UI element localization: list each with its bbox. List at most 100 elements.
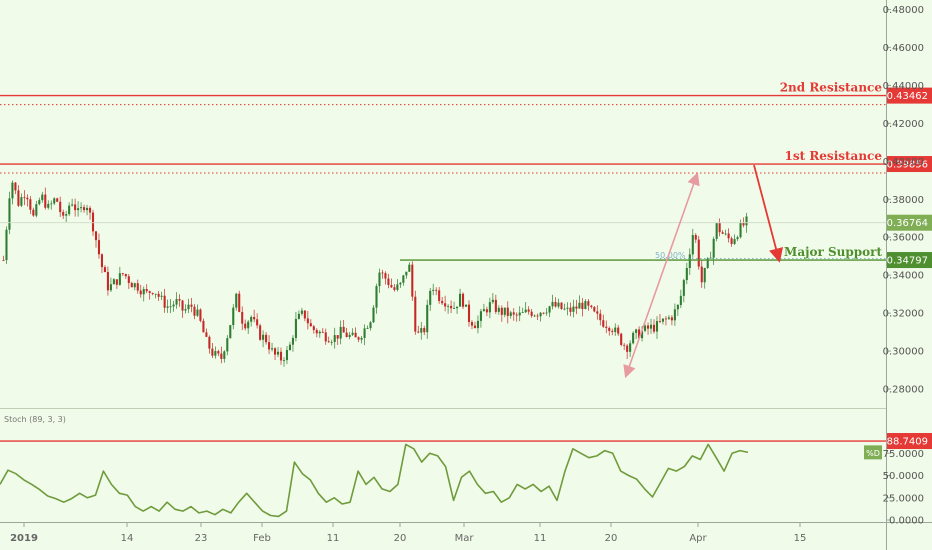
candle-body xyxy=(348,334,351,338)
candle-body xyxy=(211,348,214,356)
candle-body xyxy=(247,321,250,329)
candle-body xyxy=(232,307,235,326)
candle-body xyxy=(464,304,468,307)
candle-body xyxy=(121,273,124,275)
candle-body xyxy=(238,293,241,312)
candle-body xyxy=(136,283,139,291)
candle-body xyxy=(611,330,614,332)
candle-body xyxy=(518,312,521,316)
arrows xyxy=(623,164,784,379)
candle-body xyxy=(41,194,44,201)
candle-body xyxy=(288,344,292,351)
candle-body xyxy=(509,312,512,316)
candle-body xyxy=(282,360,286,361)
main-pane[interactable] xyxy=(0,0,886,408)
candle-body xyxy=(23,197,26,199)
candle-body xyxy=(569,307,572,312)
fib-label: 50.00% xyxy=(655,251,686,260)
candle-body xyxy=(396,284,399,290)
stoch-tick-label: 25.0000 xyxy=(883,493,924,504)
candle-body xyxy=(399,282,402,285)
candle-body xyxy=(378,272,381,287)
candle-body xyxy=(539,312,542,317)
candle-body xyxy=(357,337,360,340)
candle-body xyxy=(405,271,408,276)
candle-body xyxy=(736,237,739,240)
stochastic-pane[interactable] xyxy=(0,409,886,522)
price-axis[interactable]: 0.48000 0.46000 0.44000 0.42000 0.40000 0.380… xyxy=(883,5,924,396)
candle-body xyxy=(360,337,363,340)
candle-body xyxy=(506,307,509,316)
candle-body xyxy=(485,309,488,313)
price-tick-label: 0.28000 xyxy=(883,385,924,396)
level-value-text: 0.39856 xyxy=(887,160,928,171)
candle-body xyxy=(32,209,35,216)
candle-body xyxy=(596,311,599,314)
candle-body xyxy=(372,307,375,323)
candle-body xyxy=(694,235,697,240)
candle-body xyxy=(626,345,629,352)
candle-body xyxy=(363,328,366,338)
level-lines: 2nd Resistance 0.43462 1st Resistance 0.398… xyxy=(0,81,932,269)
candle-body xyxy=(154,293,157,295)
candle-body xyxy=(649,324,653,329)
candle-body xyxy=(438,290,441,301)
candle-body xyxy=(447,305,450,307)
candle-body xyxy=(223,351,226,359)
candle-body xyxy=(578,302,581,309)
candle-body xyxy=(533,315,536,317)
candle-body xyxy=(297,313,300,319)
candle-body xyxy=(229,325,232,339)
last-price-text: 0.36764 xyxy=(887,218,928,229)
candle-body xyxy=(285,350,289,361)
candle-body xyxy=(124,274,127,277)
candle-body xyxy=(190,304,193,307)
time-tick-label: 15 xyxy=(794,533,807,544)
candle-body xyxy=(602,320,605,327)
candle-body xyxy=(339,326,342,339)
candle-body xyxy=(566,307,569,309)
candle-body xyxy=(494,299,497,312)
candle-body xyxy=(354,332,357,338)
candle-body xyxy=(387,278,390,286)
candle-body xyxy=(217,351,220,354)
candle-body xyxy=(673,309,676,321)
candle-body xyxy=(205,332,208,337)
candle-body xyxy=(524,309,527,313)
candle-body xyxy=(497,307,500,312)
time-axis[interactable]: 2019 14 23 Feb 11 20 Mar 11 20 Apr 15 xyxy=(10,522,806,544)
candle-body xyxy=(426,304,429,333)
candle-body xyxy=(294,318,297,338)
candle-body xyxy=(453,308,456,309)
level-value-tag xyxy=(887,156,932,173)
candle-body xyxy=(745,216,748,226)
candle-body xyxy=(199,309,202,321)
time-tick-label: Feb xyxy=(253,533,271,544)
candle-body xyxy=(456,306,459,309)
price-tick-label: 0.40000 xyxy=(883,157,924,168)
candle-body xyxy=(145,289,148,292)
time-tick-label: 20 xyxy=(605,533,618,544)
candle-body xyxy=(661,318,665,322)
time-tick-label: Apr xyxy=(689,533,707,544)
candle-body xyxy=(435,289,438,291)
candle-body xyxy=(59,201,62,213)
candle-body xyxy=(384,273,387,279)
price-tick-label: 0.34000 xyxy=(883,271,924,282)
candle-body xyxy=(724,233,727,235)
candle-body xyxy=(432,289,435,291)
candle-body xyxy=(646,325,650,329)
price-tick-label: 0.44000 xyxy=(883,81,924,92)
candle-body xyxy=(655,321,659,332)
candle-body xyxy=(536,315,539,317)
candle-body xyxy=(166,306,169,308)
candle-body xyxy=(35,204,38,216)
candle-body xyxy=(148,291,151,293)
candle-body xyxy=(157,293,160,297)
candle-body xyxy=(721,232,724,234)
candle-body xyxy=(715,223,718,239)
candle-body xyxy=(235,293,238,308)
